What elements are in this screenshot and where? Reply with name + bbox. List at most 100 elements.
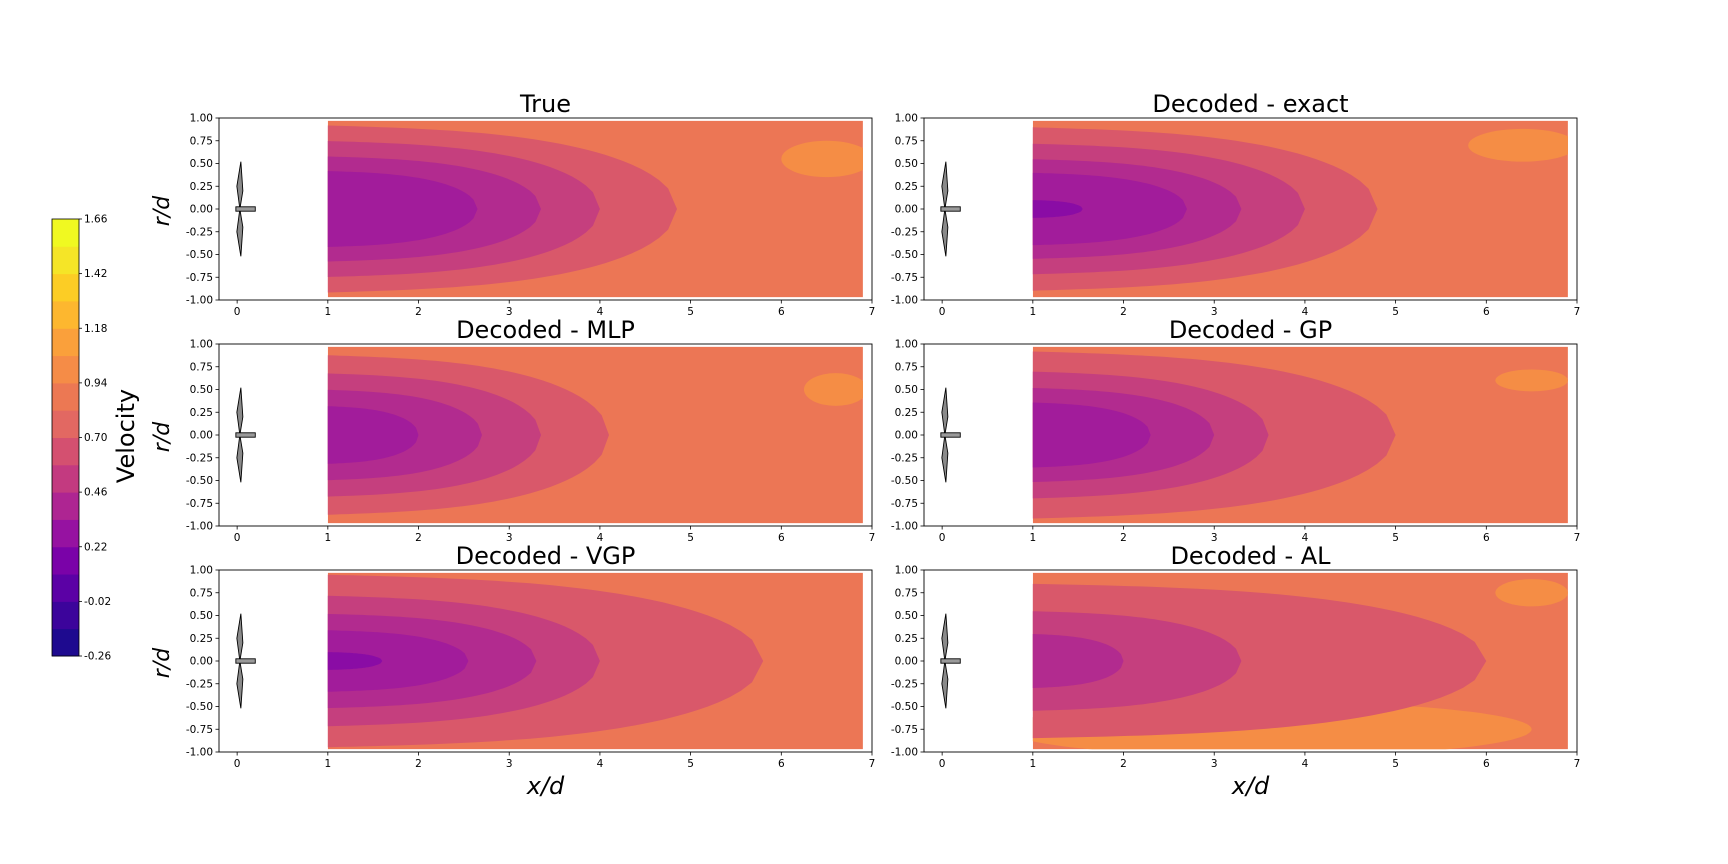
contour-panel: 1.00 0.75 0.50 0.25 0.00 -0.25 -0.50 -0.75 -1.00…	[891, 316, 1581, 544]
y-tick-label: -0.50	[891, 701, 918, 713]
x-tick-label: 1	[1029, 758, 1036, 770]
x-tick-label: 5	[687, 758, 694, 770]
x-tick-label: 3	[506, 532, 513, 544]
y-tick-label: 0.50	[895, 158, 918, 170]
x-tick-label: 3	[506, 306, 513, 318]
colorbar-label: Velocity	[112, 389, 140, 483]
colorbar-band	[52, 219, 79, 247]
panel-title: Decoded - VGP	[456, 542, 636, 570]
y-tick-label: -1.00	[891, 747, 918, 759]
y-tick-label: 0.50	[190, 158, 213, 170]
y-tick-label: 0.25	[190, 181, 213, 193]
colorbar-band	[52, 410, 79, 438]
colorbar-band	[52, 492, 79, 520]
x-tick-label: 3	[1211, 758, 1218, 770]
y-tick-label: -1.00	[891, 295, 918, 307]
x-tick-label: 0	[939, 758, 946, 770]
x-axis-label: x/d	[1231, 772, 1270, 800]
colorbar-band	[52, 546, 79, 575]
x-tick-label: 4	[1302, 532, 1309, 544]
colorbar-band	[52, 519, 79, 548]
y-axis-label: r/d	[150, 421, 175, 452]
y-tick-label: 1.00	[895, 113, 918, 125]
y-tick-label: -0.50	[186, 249, 213, 261]
panel-title: Decoded - GP	[1169, 316, 1332, 344]
y-tick-label: -0.25	[891, 678, 918, 690]
colorbar-tick-label: 1.42	[84, 268, 107, 280]
y-tick-label: -0.75	[891, 498, 918, 510]
x-tick-label: 3	[1211, 532, 1218, 544]
y-tick-label: -1.00	[186, 521, 213, 533]
x-tick-label: 4	[597, 306, 604, 318]
x-tick-label: 1	[1029, 532, 1036, 544]
colorbar-band	[52, 628, 79, 657]
y-tick-label: 0.75	[190, 135, 213, 147]
colorbar-band	[52, 246, 79, 275]
colorbar-tick-label: 1.18	[84, 323, 107, 335]
y-tick-label: 0.25	[190, 633, 213, 645]
x-tick-label: 6	[1483, 306, 1490, 318]
contour-region	[327, 171, 478, 247]
y-tick-label: -0.75	[186, 272, 213, 284]
y-tick-label: 1.00	[190, 113, 213, 125]
y-tick-label: 0.25	[190, 407, 213, 419]
panel-grid: 1.00 0.75 0.50 0.25 0.00 -0.25 -0.50 -0.75 -1.00…	[150, 90, 1580, 800]
y-tick-label: -0.75	[186, 498, 213, 510]
panel-title: Decoded - AL	[1170, 542, 1331, 570]
contour-panel: 1.00 0.75 0.50 0.25 0.00 -0.25 -0.50 -0.75 -1.00…	[150, 316, 875, 544]
contour-field	[327, 572, 863, 750]
contour-region	[1032, 633, 1124, 689]
y-tick-label: -0.50	[891, 475, 918, 487]
contour-field	[327, 120, 863, 298]
colorbar-tick-label: 0.94	[84, 377, 108, 389]
contour-region	[1495, 579, 1568, 607]
y-tick-label: -1.00	[186, 747, 213, 759]
y-axis-label: r/d	[150, 647, 175, 678]
x-tick-label: 2	[415, 532, 422, 544]
y-tick-label: 0.50	[895, 610, 918, 622]
x-tick-label: 0	[939, 306, 946, 318]
x-tick-label: 7	[869, 532, 876, 544]
contour-region	[327, 406, 419, 464]
contour-region	[1495, 369, 1568, 392]
contour-panel: 1.00 0.75 0.50 0.25 0.00 -0.25 -0.50 -0.75 -1.00…	[891, 542, 1581, 800]
x-tick-label: 0	[234, 532, 241, 544]
contour-region	[1468, 128, 1568, 162]
y-tick-label: 0.25	[895, 633, 918, 645]
x-tick-label: 1	[324, 532, 331, 544]
y-tick-label: 0.50	[895, 384, 918, 396]
colorbar-band	[52, 437, 79, 466]
contour-region	[803, 373, 863, 406]
colorbar-band	[52, 601, 79, 630]
y-tick-label: -0.50	[186, 475, 213, 487]
colorbar-band	[52, 464, 79, 493]
y-tick-label: 0.50	[190, 384, 213, 396]
contour-region	[1032, 611, 1242, 711]
y-tick-label: 0.75	[190, 587, 213, 599]
colorbar-band	[52, 382, 79, 411]
panel-title: Decoded - MLP	[456, 316, 635, 344]
colorbar-tick-label: 0.22	[84, 541, 107, 553]
x-tick-label: 2	[1120, 306, 1127, 318]
y-tick-label: 0.00	[190, 430, 213, 442]
x-tick-label: 7	[1574, 306, 1581, 318]
x-tick-label: 0	[234, 758, 241, 770]
x-tick-label: 2	[415, 306, 422, 318]
colorbar-band	[52, 355, 79, 384]
y-tick-label: 1.00	[190, 565, 213, 577]
x-tick-label: 7	[1574, 758, 1581, 770]
x-tick-label: 7	[869, 758, 876, 770]
turbine-icon	[235, 161, 256, 257]
x-tick-label: 6	[778, 306, 785, 318]
y-tick-label: -1.00	[891, 521, 918, 533]
y-tick-label: 0.75	[895, 587, 918, 599]
y-axis-label: r/d	[150, 195, 175, 226]
y-tick-label: 0.00	[895, 656, 918, 668]
colorbar-tick-label: 0.46	[84, 487, 108, 499]
contour-field	[1032, 572, 1568, 750]
y-tick-label: 0.75	[895, 135, 918, 147]
y-tick-label: -0.75	[186, 724, 213, 736]
x-tick-label: 6	[1483, 758, 1490, 770]
contour-region	[327, 652, 383, 670]
